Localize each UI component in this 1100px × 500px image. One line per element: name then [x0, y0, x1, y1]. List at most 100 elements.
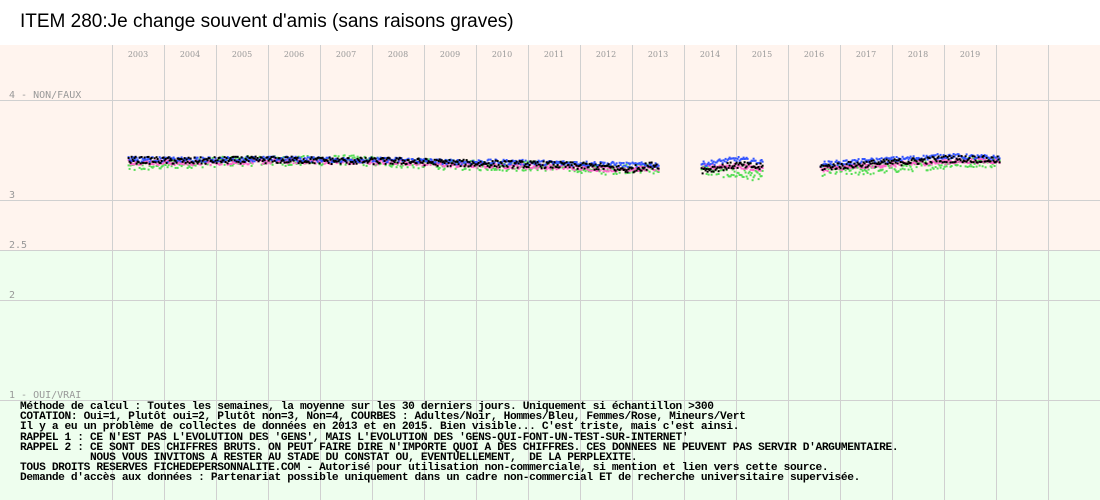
- data-point: [639, 165, 642, 168]
- data-point: [730, 167, 733, 170]
- data-point: [864, 166, 867, 169]
- data-point: [459, 165, 462, 168]
- data-point: [306, 155, 309, 157]
- data-point: [828, 164, 831, 167]
- data-point: [467, 165, 470, 168]
- data-points: [127, 153, 1001, 182]
- data-point: [897, 159, 900, 162]
- data-point: [638, 162, 641, 165]
- data-point: [434, 160, 437, 163]
- data-point: [402, 162, 405, 164]
- data-point: [227, 160, 230, 162]
- data-point: [384, 157, 387, 160]
- data-point: [527, 166, 530, 169]
- data-point: [618, 161, 621, 164]
- data-point: [725, 168, 728, 171]
- data-point: [167, 156, 170, 159]
- data-point: [866, 171, 869, 174]
- data-point: [833, 164, 836, 167]
- data-point: [866, 165, 869, 168]
- data-point: [979, 155, 982, 158]
- x-tick-label: 2006: [284, 50, 304, 59]
- data-point: [577, 170, 580, 173]
- data-point: [590, 169, 593, 172]
- data-point: [889, 162, 892, 164]
- data-point: [915, 157, 918, 159]
- data-point: [321, 163, 324, 166]
- data-point: [563, 162, 566, 165]
- data-point: [159, 157, 162, 160]
- data-point: [167, 164, 170, 167]
- data-point: [580, 172, 583, 174]
- data-point: [949, 161, 952, 164]
- data-point: [407, 159, 410, 162]
- data-point: [176, 159, 179, 162]
- data-point: [200, 162, 203, 165]
- data-point: [522, 166, 525, 169]
- data-point: [186, 163, 189, 166]
- data-point: [340, 160, 343, 163]
- data-point: [715, 173, 718, 176]
- data-point: [732, 157, 735, 160]
- data-point: [312, 158, 315, 161]
- data-point: [417, 157, 420, 160]
- data-point: [989, 160, 992, 163]
- data-point: [491, 165, 494, 168]
- data-point: [545, 168, 548, 171]
- data-point: [344, 163, 347, 166]
- data-point: [216, 159, 219, 162]
- data-point: [717, 170, 720, 173]
- data-point: [531, 161, 534, 164]
- data-point: [335, 160, 338, 163]
- data-point: [736, 166, 739, 169]
- data-point: [882, 158, 885, 161]
- data-point: [854, 159, 857, 162]
- data-point: [284, 156, 287, 159]
- data-point: [562, 167, 565, 170]
- note-line: Il y a eu un problème de collectes de do…: [20, 421, 740, 434]
- data-point: [712, 160, 715, 163]
- data-point: [134, 159, 137, 162]
- data-point: [968, 161, 971, 164]
- data-point: [308, 156, 311, 159]
- data-point: [451, 162, 454, 165]
- data-point: [936, 153, 939, 156]
- data-point: [851, 167, 854, 170]
- data-point: [652, 164, 655, 167]
- data-point: [928, 155, 931, 158]
- data-point: [405, 161, 408, 164]
- data-point: [525, 166, 528, 168]
- data-point: [862, 173, 865, 176]
- data-point: [842, 159, 845, 162]
- data-point: [970, 165, 973, 168]
- data-point: [441, 163, 444, 166]
- data-point: [883, 171, 886, 174]
- data-point: [528, 164, 531, 166]
- data-point: [990, 166, 993, 169]
- data-point: [917, 162, 920, 165]
- data-point: [648, 161, 651, 164]
- chart-title: ITEM 280:Je change souvent d'amis (sans …: [20, 11, 514, 32]
- x-tick-label: 2019: [960, 50, 980, 59]
- data-point: [737, 156, 740, 158]
- data-point: [887, 159, 890, 162]
- data-point: [933, 161, 936, 164]
- data-point: [984, 158, 987, 161]
- data-point: [632, 169, 635, 172]
- data-point: [726, 162, 729, 165]
- data-point: [861, 164, 864, 167]
- data-point: [822, 164, 825, 167]
- data-point: [621, 167, 624, 170]
- data-point: [898, 163, 901, 166]
- data-point: [164, 164, 167, 166]
- data-point: [453, 163, 456, 166]
- data-point: [330, 161, 333, 164]
- data-point: [164, 158, 167, 160]
- data-point: [942, 167, 945, 170]
- data-point: [987, 156, 990, 159]
- data-point: [160, 160, 163, 162]
- data-point: [998, 159, 1001, 162]
- data-point: [387, 158, 390, 161]
- data-point: [440, 159, 443, 162]
- data-point: [491, 160, 494, 163]
